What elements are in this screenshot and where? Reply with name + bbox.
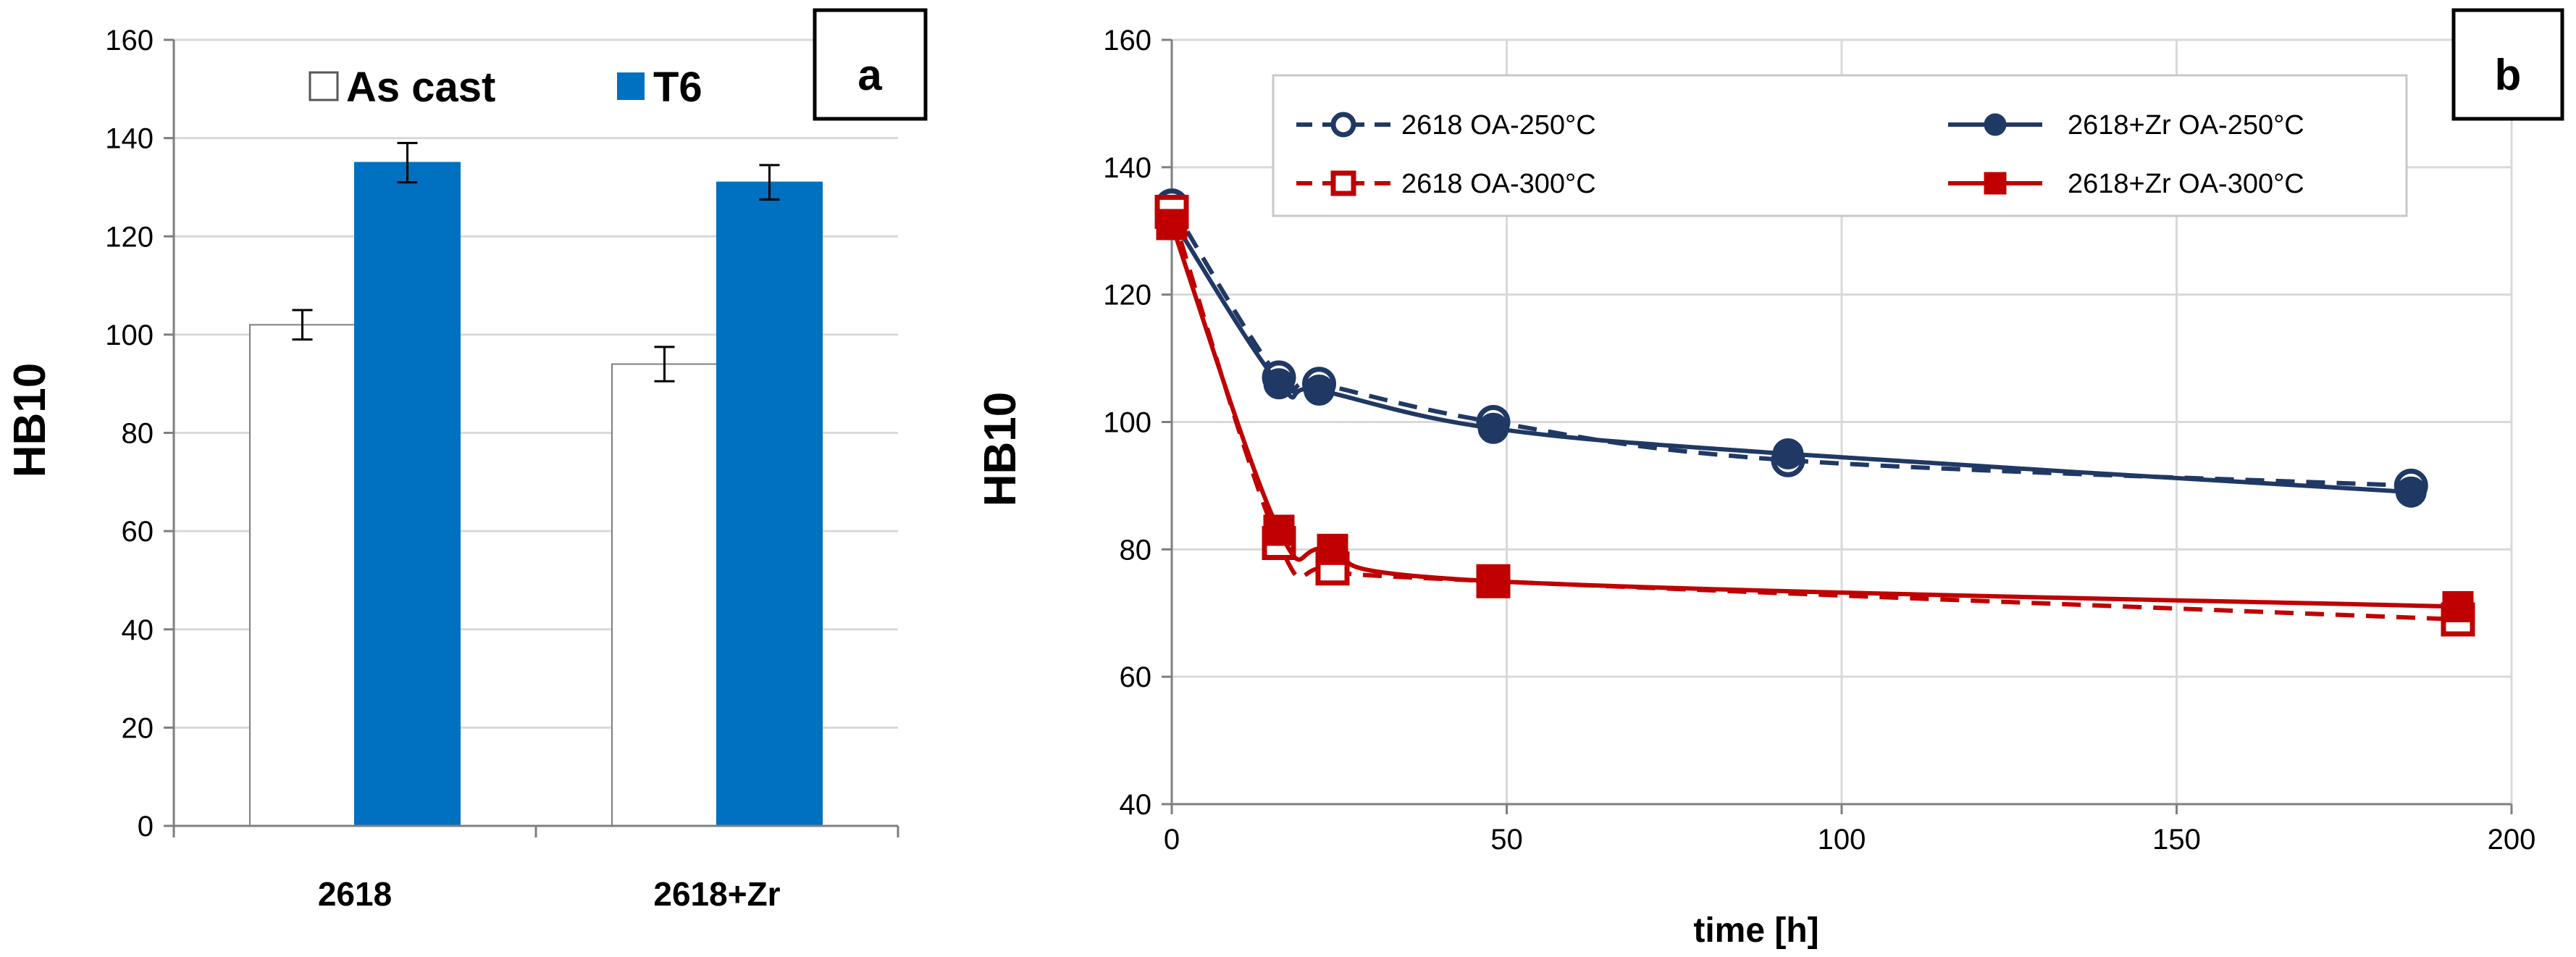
legend-label-2618-oa300: 2618 OA-300°C xyxy=(1401,169,1596,199)
x-tick-label: 200 xyxy=(2488,824,2536,856)
data-point xyxy=(2395,476,2427,508)
bar xyxy=(716,181,823,827)
series-1 xyxy=(1156,202,2427,508)
data-point xyxy=(1477,412,1509,444)
y-tick-label: 140 xyxy=(1103,152,1151,184)
legend-label-2618zr-oa250: 2618+Zr OA-250°C xyxy=(2068,110,2304,141)
y-tick-label: 120 xyxy=(105,221,154,253)
x-tick-labels: 0 50 100 150 200 xyxy=(1164,824,2536,856)
legend-markers xyxy=(1296,112,2042,196)
y-axis-label: HB10 xyxy=(976,392,1025,507)
y-tick-label: 40 xyxy=(1120,789,1152,821)
y-tick-label: 100 xyxy=(105,319,154,351)
y-tick-label: 100 xyxy=(1103,407,1151,439)
legend-label-as-cast: As cast xyxy=(346,64,495,111)
data-point xyxy=(1330,112,1356,138)
legend-label-2618zr-oa300: 2618+Zr OA-300°C xyxy=(2068,169,2304,199)
legend-box xyxy=(1272,74,2408,217)
legend-swatch-as-cast xyxy=(309,71,339,101)
data-point xyxy=(1772,438,1804,469)
bar-series xyxy=(249,141,823,827)
panel-label-b: b xyxy=(2495,51,2522,99)
data-point xyxy=(1304,375,1335,406)
axes xyxy=(164,38,899,837)
y-tick-labels: 40 60 80 100 120 140 160 xyxy=(1103,25,1151,821)
y-tick-label: 160 xyxy=(1103,25,1151,57)
data-point xyxy=(2442,590,2474,622)
data-point xyxy=(1984,172,2007,195)
series-3 xyxy=(1156,209,2474,622)
panel-label-box xyxy=(813,8,928,121)
y-tick-label: 140 xyxy=(105,123,154,155)
y-tick-labels: 0 20 40 60 80 100 120 140 160 xyxy=(105,25,154,843)
y-tick-label: 0 xyxy=(138,811,154,843)
legend: 2618 OA-250°C 2618+Zr OA-250°C 2618 OA-3… xyxy=(1272,74,2408,217)
bar-chart-panel: 0 20 40 60 80 100 120 140 160 2618 2618+Zr HB10 A… xyxy=(5,8,928,913)
panel-label-a: a xyxy=(857,51,882,99)
x-tick-label: 50 xyxy=(1490,824,1523,856)
x-axis-label: time [h] xyxy=(1693,911,1818,950)
data-point xyxy=(1156,209,1188,241)
legend: As cast T6 xyxy=(309,64,702,111)
y-tick-label: 80 xyxy=(1120,534,1152,566)
line-chart-panel: 40 60 80 100 120 140 160 0 50 100 150 200 HB10 tim… xyxy=(976,8,2564,950)
legend-swatch-t6 xyxy=(617,72,645,100)
data-point xyxy=(1477,565,1509,597)
y-tick-label: 120 xyxy=(1103,280,1151,312)
axes xyxy=(1162,38,2513,814)
category-label: 2618+Zr xyxy=(653,875,780,913)
line-series xyxy=(1154,188,2475,637)
y-tick-label: 60 xyxy=(122,516,154,548)
data-point xyxy=(1263,368,1295,400)
bar xyxy=(249,324,356,827)
y-tick-label: 80 xyxy=(122,418,154,450)
bar xyxy=(354,162,461,827)
category-labels: 2618 2618+Zr xyxy=(318,875,781,913)
y-tick-label: 60 xyxy=(1120,661,1152,693)
series-line xyxy=(1170,223,2459,609)
legend-label-2618-oa250: 2618 OA-250°C xyxy=(1401,110,1596,141)
y-tick-label: 160 xyxy=(105,25,154,57)
panel-label-box xyxy=(2451,8,2564,121)
y-tick-label: 20 xyxy=(122,712,154,744)
y-tick-label: 40 xyxy=(122,614,154,646)
x-tick-label: 0 xyxy=(1164,824,1180,856)
category-label: 2618 xyxy=(318,875,392,913)
x-tick-label: 150 xyxy=(2152,824,2201,856)
legend-label-t6: T6 xyxy=(653,64,702,111)
y-axis-label: HB10 xyxy=(5,363,55,478)
data-point xyxy=(1317,533,1348,565)
bar xyxy=(611,363,718,827)
data-point xyxy=(1330,170,1356,196)
data-point xyxy=(1263,514,1295,546)
data-point xyxy=(1984,113,2007,136)
series-line xyxy=(1170,211,2459,622)
x-tick-label: 100 xyxy=(1818,824,1866,856)
